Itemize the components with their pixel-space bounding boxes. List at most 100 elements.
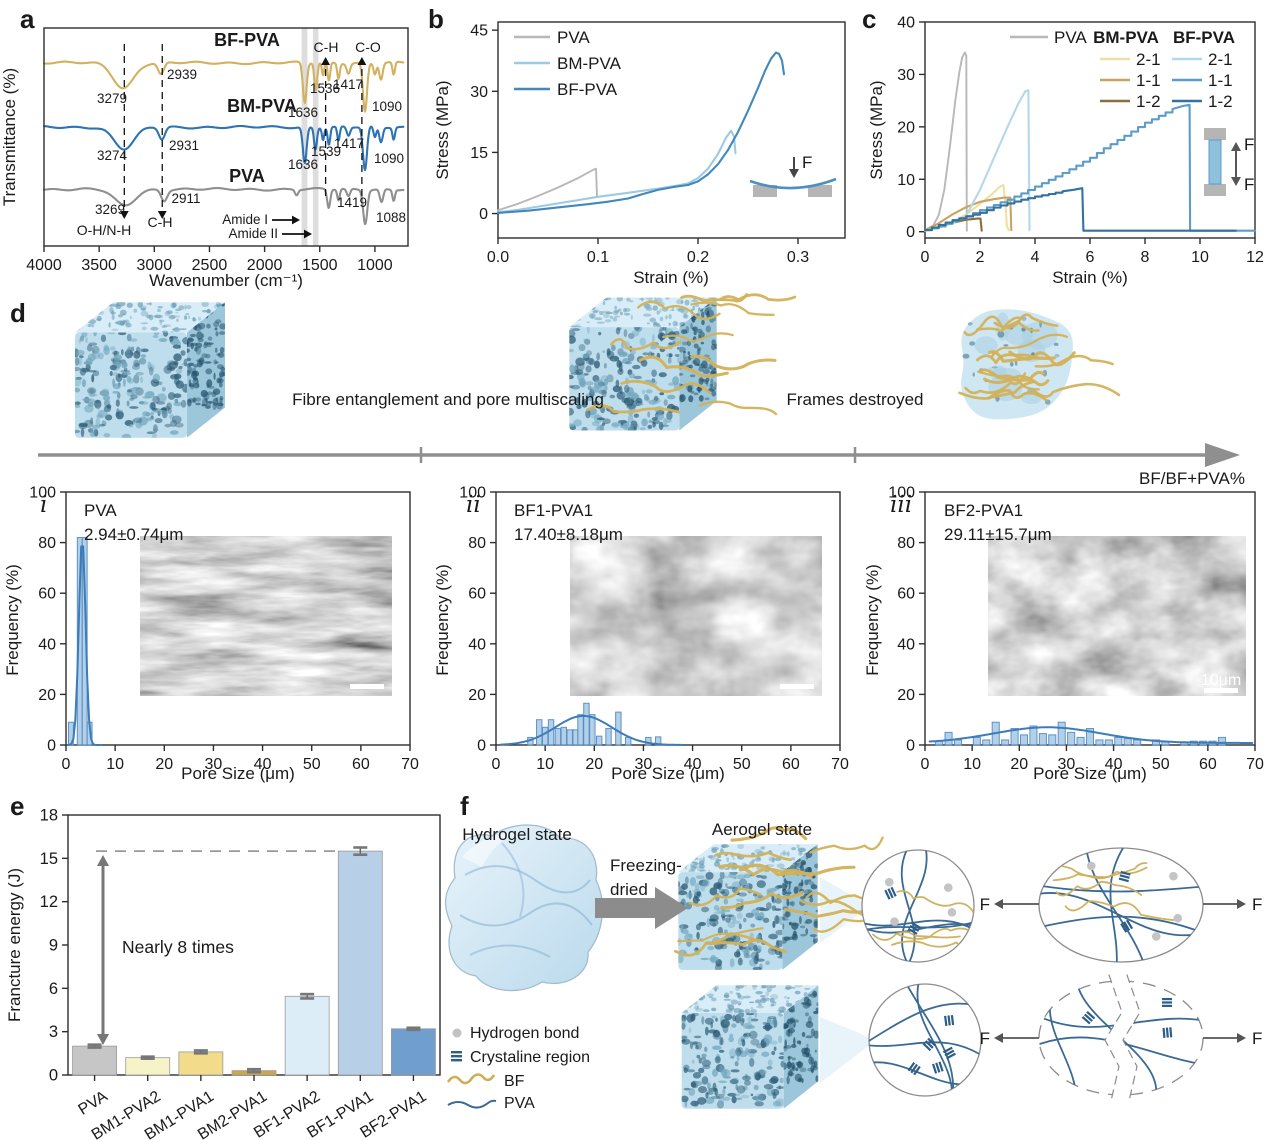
svg-text:20: 20 (1010, 756, 1028, 773)
legend-crystalline-region: Crystaline region (470, 1049, 590, 1066)
svg-text:0: 0 (47, 738, 56, 755)
panel-letter-f: f (460, 791, 469, 821)
force-label-top: F (1244, 135, 1254, 154)
svg-text:0: 0 (906, 224, 915, 241)
svg-text:10: 10 (963, 756, 981, 773)
panel-f-mechanism-schematic: f Hydrogel state Aerogel state Freezing-… (444, 791, 1262, 1112)
hist-bf1-x-title: Pore Size (μm) (611, 764, 725, 783)
svg-text:3000: 3000 (137, 257, 173, 274)
hist-pva-title: PVA (84, 501, 117, 520)
hist-bf1-plot: 0 10 20 30 40 50 60 70 0 20 40 60 80 100 (459, 485, 849, 774)
svg-text:12: 12 (40, 893, 58, 911)
crystalline-region-icon (907, 921, 921, 935)
panel-letter-b: b (428, 4, 444, 34)
highlight (462, 833, 512, 867)
svg-text:10: 10 (536, 756, 554, 773)
arrow-down-icon (1231, 177, 1241, 186)
svg-text:1000: 1000 (357, 257, 393, 274)
svg-text:Amide I: Amide I (222, 212, 268, 227)
bar-BM1-PVA1 (178, 1051, 224, 1076)
legend-header-pva: PVA (1054, 28, 1087, 47)
caption-fibre-entanglement: Fibre entanglement and pore multiscaling (292, 390, 604, 409)
porous-cube (681, 985, 819, 1109)
svg-text:0: 0 (479, 206, 488, 223)
grip-block-top (1204, 128, 1226, 140)
svg-text:70: 70 (401, 756, 419, 773)
svg-text:30: 30 (1058, 756, 1076, 773)
tensile-sample-icon (1208, 139, 1222, 185)
stress-curve-BM-PVA (496, 129, 737, 214)
svg-text:60: 60 (352, 756, 370, 773)
bar-BF2-PVA1 (391, 1028, 436, 1076)
force-label: F (802, 153, 812, 172)
stress-curve-BM-PVA-1-1 (923, 196, 1013, 232)
bent-sample-icon (749, 177, 837, 190)
svg-text:30: 30 (897, 67, 915, 84)
svg-text:3269: 3269 (95, 202, 125, 217)
porous-cube (569, 293, 797, 431)
svg-text:1636: 1636 (288, 157, 318, 172)
svg-text:0.1: 0.1 (587, 249, 609, 266)
svg-text:2939: 2939 (167, 67, 197, 82)
crystalline-region-icon (907, 1061, 921, 1076)
timeline-axis-label: BF/BF+PVA% (1139, 469, 1245, 488)
panel-c-tensile-chart: 0 2 4 6 8 10 12 0 10 20 30 40 c Strain (%) Stress (… (862, 4, 1264, 287)
fracture-y-title: Francture energy (J) (5, 868, 24, 1022)
svg-text:O-H/N-H: O-H/N-H (77, 222, 131, 238)
tensile-plot-area: 0 2 4 6 8 10 12 0 10 20 30 40 (897, 15, 1264, 267)
svg-text:30: 30 (635, 756, 653, 773)
svg-text:20: 20 (468, 687, 486, 704)
svg-text:80: 80 (897, 535, 915, 552)
roman-ii: ii (466, 492, 481, 518)
svg-text:50: 50 (733, 756, 751, 773)
svg-text:6: 6 (49, 980, 58, 998)
ftir-curve-BF-PVA (42, 60, 405, 113)
crystalline-region-icon (1118, 870, 1131, 883)
hist-bf2-y-title: Frequency (%) (863, 564, 882, 675)
svg-text:8: 8 (1141, 249, 1150, 266)
legend-ratio-bm-12: 1-2 (1136, 92, 1161, 111)
legend-pva: PVA (504, 1095, 535, 1112)
legend-ratio-bm-21: 2-1 (1136, 50, 1161, 69)
svg-text:40: 40 (684, 756, 702, 773)
bend-x-axis-title: Strain (%) (633, 268, 709, 287)
roman-iii: iii (890, 492, 912, 518)
mechanism-legend: Hydrogen bond Crystaline region BF PVA (446, 1025, 590, 1112)
pva-chain-icon (447, 1099, 497, 1109)
sem-scalebar-label: 10μm (1201, 672, 1241, 689)
svg-text:40: 40 (254, 756, 272, 773)
crystalline-region-icon (944, 1014, 955, 1026)
hydrogel-blob (444, 824, 604, 992)
legend-ratio-bf-21: 2-1 (1208, 50, 1233, 69)
crystalline-region-icon (942, 1046, 956, 1060)
force-label-bottom: F (1244, 175, 1254, 194)
legend-header-bf-pva: BF-PVA (1173, 28, 1235, 47)
legend-ratio-bm-11: 1-1 (1136, 71, 1161, 90)
svg-text:3274: 3274 (97, 148, 128, 163)
stress-curve-BF-PVA-1-1 (923, 103, 1257, 232)
panel-letter-a: a (20, 4, 35, 34)
svg-text:0.3: 0.3 (787, 249, 809, 266)
svg-text:C-H: C-H (148, 214, 173, 230)
svg-text:0.2: 0.2 (687, 249, 709, 266)
hydrogen-bond-icon (452, 1028, 462, 1038)
ftir-y-axis-title: Transmittance (%) (0, 68, 19, 206)
svg-text:100: 100 (459, 485, 486, 502)
hist-pva-y-title: Frequency (%) (3, 564, 22, 675)
hist-bf2-plot: 0 10 20 30 40 50 60 70 0 20 40 60 80 100 (888, 485, 1264, 774)
pva-chain-line (469, 944, 551, 958)
legend-label-pva: PVA (557, 28, 590, 47)
svg-text:9: 9 (49, 937, 58, 955)
bending-plot-area: 0.0 0.1 0.2 0.3 0 15 30 45 (470, 21, 846, 266)
zoom-circle-bf-network (861, 849, 975, 963)
svg-text:20: 20 (38, 687, 56, 704)
zoom-ellipse-pva-fractured (1038, 974, 1204, 1102)
svg-text:40: 40 (1105, 756, 1123, 773)
svg-text:12: 12 (1246, 249, 1264, 266)
svg-text:60: 60 (782, 756, 800, 773)
svg-text:1417: 1417 (333, 77, 363, 92)
svg-text:60: 60 (468, 586, 486, 603)
bar-BM1-PVA2 (125, 1057, 171, 1076)
bar-BF1-PVA1 (337, 850, 383, 1076)
